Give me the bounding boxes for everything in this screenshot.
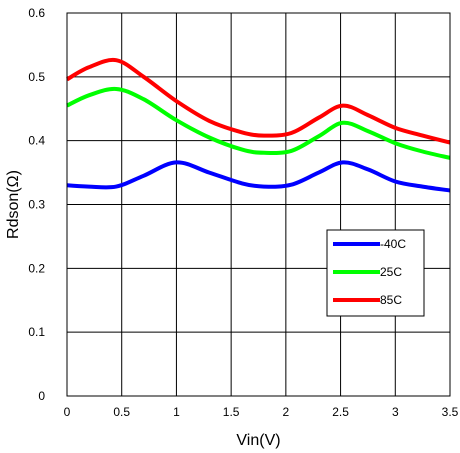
y-axis-title: Rdson(Ω) xyxy=(5,170,22,239)
plot-frame xyxy=(66,12,451,397)
y-tick-labels: 0 0.1 0.2 0.3 0.4 0.5 0.6 xyxy=(28,6,45,403)
legend-label: 85C xyxy=(380,293,402,307)
x-tick-label: 3.5 xyxy=(442,405,459,419)
x-axis-title: Vin(V) xyxy=(236,432,280,449)
x-tick-label: 2.5 xyxy=(332,405,349,419)
legend: -40C 25C 85C xyxy=(326,229,425,317)
y-tick-label: 0.2 xyxy=(28,261,45,275)
x-tick-label: 1.5 xyxy=(223,405,240,419)
x-tick-label: 2 xyxy=(283,405,290,419)
x-tick-label: 3 xyxy=(392,405,399,419)
y-tick-label: 0.4 xyxy=(28,134,45,148)
series-line-25C xyxy=(66,86,451,160)
x-tick-label: 0 xyxy=(64,405,71,419)
series-line-40C xyxy=(66,160,451,193)
y-tick-label: 0.1 xyxy=(28,325,45,339)
y-tick-label: 0.3 xyxy=(28,198,45,212)
legend-label: -40C xyxy=(380,237,406,251)
y-tick-label: 0 xyxy=(38,389,45,403)
x-tick-label: 0.5 xyxy=(113,405,130,419)
legend-label: 25C xyxy=(380,265,402,279)
y-tick-label: 0.5 xyxy=(28,70,45,84)
x-tick-labels: 0 0.5 1 1.5 2 2.5 3 3.5 xyxy=(64,405,459,419)
x-tick-label: 1 xyxy=(173,405,180,419)
series-line-85C xyxy=(65,57,451,145)
series-lines xyxy=(65,57,451,193)
y-tick-label: 0.6 xyxy=(28,6,45,20)
